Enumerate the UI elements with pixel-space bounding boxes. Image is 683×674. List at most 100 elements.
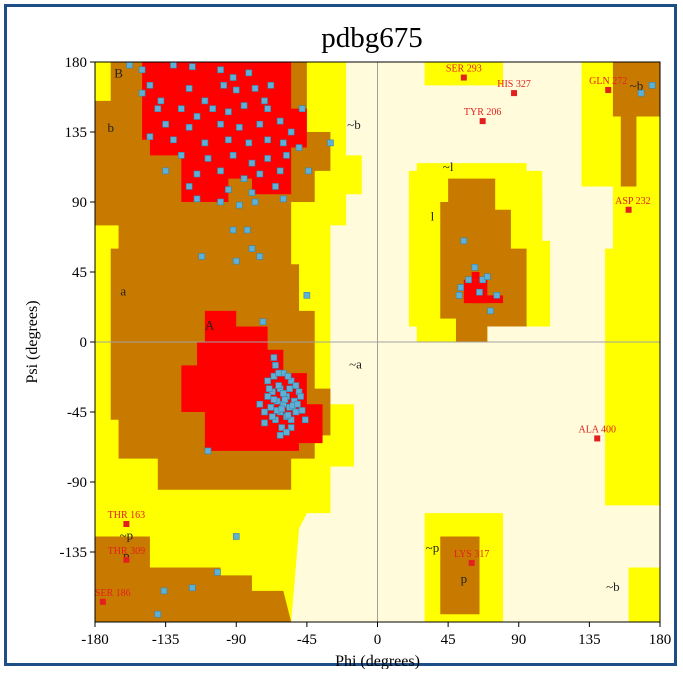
region-areas [95, 62, 660, 622]
data-point [204, 447, 212, 455]
data-point [240, 102, 248, 109]
data-point [460, 237, 468, 245]
data-point [269, 413, 276, 420]
data-point [259, 318, 267, 326]
data-point [146, 133, 154, 140]
data-point [275, 369, 282, 377]
data-point [204, 155, 212, 162]
data-point [240, 175, 248, 182]
data-point [160, 587, 168, 595]
data-point [267, 404, 275, 411]
core-beta [142, 62, 307, 202]
data-point [272, 183, 279, 190]
data-point [284, 372, 292, 380]
data-point [201, 97, 209, 105]
data-point [283, 152, 290, 159]
x-tick-label: 0 [374, 632, 382, 648]
data-point [303, 292, 311, 299]
data-point [185, 85, 193, 92]
data-point [198, 253, 206, 260]
data-point [245, 69, 253, 77]
data-point [162, 120, 169, 128]
data-point [292, 382, 300, 389]
region-label: A [205, 318, 215, 333]
data-point [225, 186, 232, 193]
data-point [267, 82, 275, 89]
data-point [270, 354, 278, 361]
data-point [248, 159, 256, 167]
x-tick-label: -180 [81, 632, 109, 648]
x-tick-label: 90 [511, 632, 526, 648]
region-label: b [107, 120, 114, 135]
region-label: ~p [120, 528, 134, 543]
data-point [265, 385, 273, 392]
data-point [287, 424, 295, 431]
x-tick-label: 45 [441, 632, 456, 648]
region-label: ~b [347, 117, 361, 132]
data-point [275, 382, 282, 389]
generous-right [581, 62, 660, 506]
data-point [185, 183, 193, 190]
region-label: l [431, 209, 435, 224]
data-point [276, 117, 284, 125]
data-point [471, 264, 479, 271]
data-point [284, 411, 292, 419]
data-point [217, 66, 224, 74]
ramachandran-plot: pdbg675 Bb ~b a A ~a ~l l ~p p ~p p ~b ~b SER 293 HIS… [24, 22, 671, 669]
data-point [193, 113, 201, 120]
x-tick-label: -135 [152, 632, 180, 648]
data-point [286, 385, 293, 392]
outlier-label: SER 186 [95, 588, 131, 599]
data-point [493, 292, 501, 299]
data-point [138, 89, 146, 97]
data-point [245, 139, 253, 147]
outlier-label: LYS 317 [454, 549, 489, 560]
outlier-label: TYR 206 [464, 107, 502, 118]
data-point [283, 428, 290, 436]
y-tick-label: -45 [67, 405, 87, 421]
region-label: p [123, 548, 130, 563]
y-tick-label: 180 [65, 55, 88, 71]
data-point [280, 390, 287, 397]
allowed-top-right [612, 62, 660, 117]
data-point [297, 393, 304, 400]
outlier-label: THR 163 [108, 510, 146, 521]
outlier-point [99, 598, 106, 605]
data-point [294, 400, 301, 408]
outlier-point [605, 87, 612, 93]
outlier-label: HIS 327 [497, 79, 531, 90]
data-point [484, 273, 491, 280]
data-point [236, 124, 243, 131]
y-tick-label: 45 [72, 265, 87, 281]
data-point [225, 108, 232, 116]
data-point [162, 167, 169, 175]
y-ticks: 180 135 90 45 0 -45 -90 -135 [60, 55, 95, 561]
data-point [302, 416, 309, 424]
outlier-label: ASP 232 [615, 196, 650, 207]
data-point [455, 292, 463, 299]
data-point [217, 198, 224, 206]
data-point [248, 245, 256, 252]
data-point [465, 276, 472, 284]
outlier-label: GLN 272 [589, 76, 627, 87]
outlier-point [511, 90, 518, 97]
data-point [170, 136, 177, 144]
data-point [476, 288, 483, 296]
data-point [278, 405, 286, 413]
data-point [292, 408, 300, 416]
data-point [236, 201, 243, 209]
data-point [232, 86, 240, 94]
region-label: ~p [426, 540, 440, 555]
allowed-bottom [95, 536, 292, 622]
data-point [256, 170, 264, 178]
region-label: ~b [606, 579, 620, 594]
data-point [276, 167, 284, 175]
data-point [261, 408, 268, 416]
outlier-point [123, 521, 130, 527]
data-point [281, 396, 289, 403]
data-point [295, 144, 303, 151]
data-points [126, 61, 656, 618]
data-point [256, 253, 264, 260]
data-point [251, 198, 259, 206]
outlier-point [625, 206, 632, 213]
